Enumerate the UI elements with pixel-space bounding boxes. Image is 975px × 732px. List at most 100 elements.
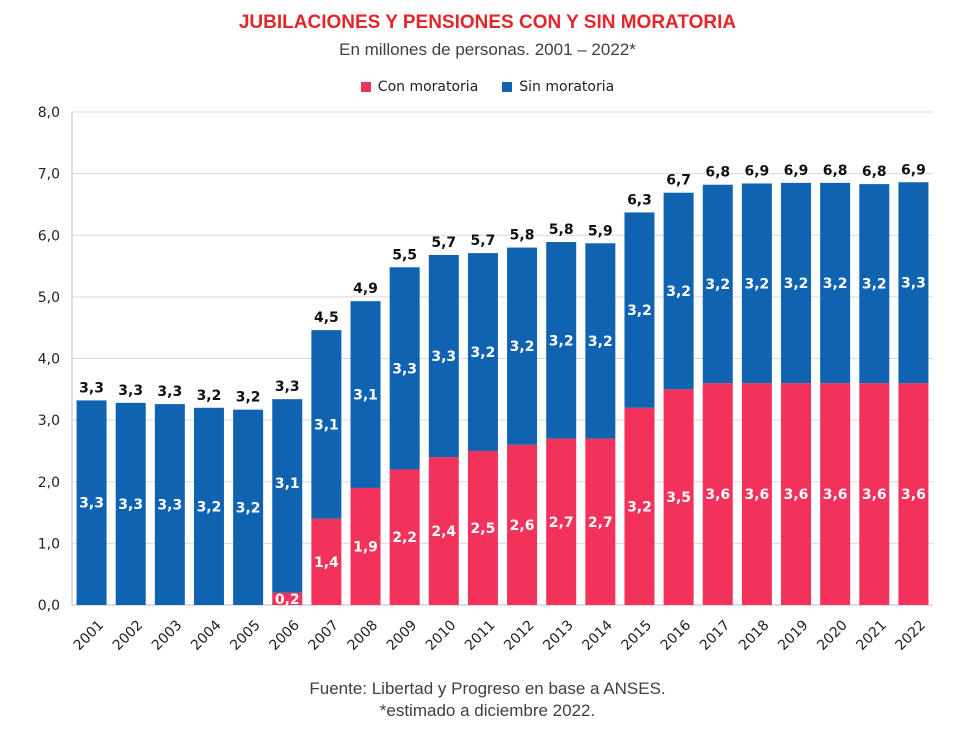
x-tick-label: 2005	[227, 617, 264, 654]
bar-sin-moratoria	[859, 184, 890, 384]
bar-sin-moratoria	[585, 243, 616, 439]
total-label: 5,5	[392, 247, 417, 263]
x-tick-label: 2009	[384, 617, 421, 654]
x-tick-label: 2015	[619, 617, 656, 654]
x-tick-label: 2016	[658, 617, 695, 654]
bar-sin-moratoria	[467, 253, 498, 451]
data-label-con-moratoria: 0,2	[275, 592, 300, 608]
legend-item-sin-moratoria: Sin moratoria	[502, 79, 614, 95]
x-tick-label: 2019	[775, 617, 812, 654]
bar-sin-moratoria	[428, 254, 459, 458]
data-label-sin-moratoria: 3,3	[431, 349, 456, 365]
x-tick-label: 2007	[305, 617, 342, 654]
data-label-sin-moratoria: 3,2	[588, 334, 613, 350]
x-tick-label: 2004	[188, 617, 225, 654]
bar-con-moratoria	[546, 438, 577, 605]
y-tick-label: 2,0	[38, 475, 60, 491]
data-label-sin-moratoria: 3,2	[705, 277, 730, 293]
bar-con-moratoria	[859, 383, 890, 605]
x-tick-label: 2006	[266, 617, 303, 654]
data-label-sin-moratoria: 3,1	[314, 417, 339, 433]
bar-con-moratoria	[781, 383, 812, 605]
total-label: 3,2	[197, 388, 222, 404]
bar-con-moratoria	[820, 383, 851, 605]
bar-con-moratoria	[467, 450, 498, 605]
bar-con-moratoria	[350, 487, 381, 605]
data-label-con-moratoria: 2,4	[431, 524, 456, 540]
source-line-2: *estimado a diciembre 2022.	[379, 701, 596, 720]
bar-con-moratoria	[428, 457, 459, 605]
data-label-con-moratoria: 2,7	[549, 515, 574, 531]
bar-sin-moratoria	[741, 183, 772, 384]
data-label-con-moratoria: 2,2	[392, 530, 417, 546]
x-tick-label: 2010	[423, 617, 460, 654]
legend-label-con-moratoria: Con moratoria	[377, 79, 479, 95]
y-tick-label: 0,0	[38, 598, 60, 614]
data-label-con-moratoria: 1,4	[314, 555, 339, 571]
bar-sin-moratoria	[546, 242, 577, 439]
total-label: 4,5	[314, 310, 339, 326]
data-label-con-moratoria: 3,5	[666, 490, 691, 506]
total-label: 6,9	[784, 163, 809, 179]
legend-label-sin-moratoria: Sin moratoria	[519, 79, 615, 95]
total-label: 6,9	[744, 163, 769, 179]
total-label: 6,8	[705, 165, 730, 181]
legend-swatch-con-moratoria	[360, 82, 371, 92]
bar-con-moratoria	[311, 518, 342, 605]
data-label-sin-moratoria: 3,2	[549, 333, 574, 349]
source-line-1: Fuente: Libertad y Progreso en base a AN…	[309, 679, 666, 698]
chart-subtitle: En millones de personas. 2001 – 2022*	[339, 40, 636, 59]
x-tick-label: 2012	[501, 617, 538, 654]
bar-sin-moratoria	[624, 212, 655, 408]
bar-sin-moratoria	[389, 267, 420, 470]
y-tick-label: 5,0	[38, 290, 60, 306]
total-label: 3,3	[157, 384, 182, 400]
total-label: 5,7	[431, 235, 456, 251]
x-tick-label: 2017	[697, 617, 734, 654]
bar-sin-moratoria	[311, 330, 342, 519]
x-tick-label: 2018	[736, 617, 773, 654]
bar-con-moratoria	[663, 389, 694, 605]
data-label-con-moratoria: 1,9	[353, 539, 378, 555]
data-label-con-moratoria: 3,6	[784, 487, 809, 503]
total-label: 5,8	[510, 228, 535, 244]
legend-swatch-sin-moratoria	[502, 82, 513, 92]
data-label-sin-moratoria: 3,2	[627, 303, 652, 319]
x-tick-label: 2003	[149, 617, 186, 654]
data-label-con-moratoria: 3,6	[705, 487, 730, 503]
data-label-con-moratoria: 3,6	[744, 487, 769, 503]
legend: Con moratoria Sin moratoria	[0, 79, 975, 95]
x-tick-label: 2013	[540, 617, 577, 654]
bar-con-moratoria	[389, 469, 420, 605]
bar-sin-moratoria	[193, 407, 224, 605]
total-label: 6,8	[823, 163, 848, 179]
data-label-sin-moratoria: 3,2	[236, 500, 261, 516]
data-label-con-moratoria: 2,6	[510, 518, 535, 534]
bar-sin-moratoria	[350, 301, 381, 488]
data-label-sin-moratoria: 3,2	[862, 277, 887, 293]
bar-sin-moratoria	[272, 399, 303, 593]
bar-con-moratoria	[741, 383, 772, 605]
x-tick-label: 2008	[345, 617, 382, 654]
data-label-con-moratoria: 3,6	[823, 487, 848, 503]
bar-sin-moratoria	[233, 409, 264, 605]
x-tick-label: 2020	[814, 617, 851, 654]
data-label-con-moratoria: 2,5	[471, 521, 496, 537]
bar-con-moratoria	[624, 407, 655, 605]
source-note: Fuente: Libertad y Progreso en base a AN…	[0, 678, 975, 722]
total-label: 5,9	[588, 223, 613, 239]
data-label-sin-moratoria: 3,1	[353, 388, 378, 404]
data-label-sin-moratoria: 3,1	[275, 476, 300, 492]
data-label-sin-moratoria: 3,3	[901, 276, 926, 292]
data-label-sin-moratoria: 3,2	[510, 339, 535, 355]
bar-sin-moratoria	[820, 182, 851, 384]
data-label-con-moratoria: 3,6	[862, 487, 887, 503]
data-label-sin-moratoria: 3,3	[157, 498, 182, 514]
bar-con-moratoria	[898, 383, 929, 605]
data-label-sin-moratoria: 3,2	[744, 276, 769, 292]
data-label-sin-moratoria: 3,2	[823, 276, 848, 292]
total-label: 6,9	[901, 162, 926, 178]
bar-sin-moratoria	[781, 182, 812, 384]
y-tick-label: 8,0	[38, 105, 60, 121]
data-label-con-moratoria: 3,2	[627, 499, 652, 515]
